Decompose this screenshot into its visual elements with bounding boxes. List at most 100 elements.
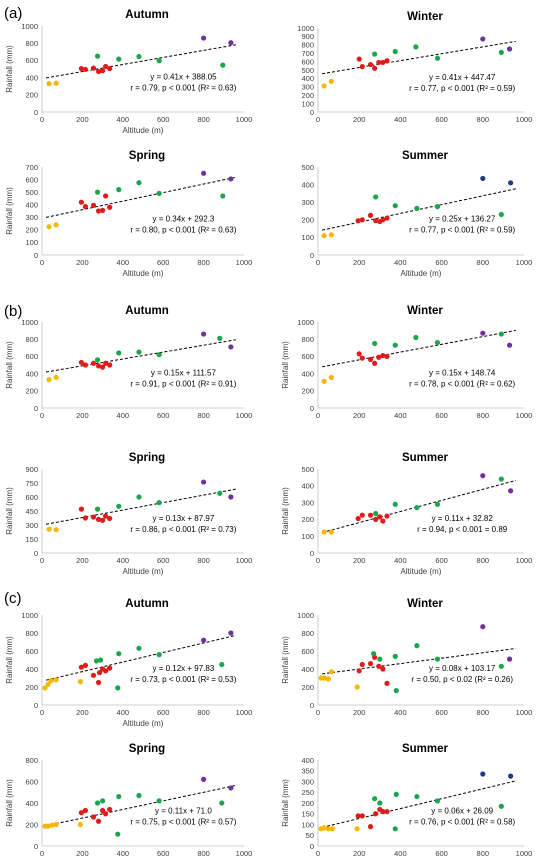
y-tick-label: 400 [301, 665, 314, 674]
x-tick-label: 0 [316, 708, 320, 717]
x-axis-label: Altitude (m) [401, 567, 442, 576]
data-point [94, 506, 101, 512]
data-point [377, 800, 383, 806]
y-tick-label: 700 [301, 49, 314, 58]
x-tick-label: 800 [477, 556, 490, 565]
data-point [136, 494, 142, 500]
data-point [506, 342, 513, 348]
y-tick-label: 300 [25, 521, 38, 530]
y-tick-label: 100 [301, 233, 314, 242]
y-tick-label: 500 [301, 66, 314, 75]
x-tick-label: 600 [157, 115, 170, 124]
data-point [93, 658, 100, 664]
chart-title: Summer [402, 743, 449, 755]
y-tick-label: 0 [310, 842, 314, 851]
data-point [377, 514, 383, 520]
x-tick-label: 800 [197, 849, 210, 858]
x-tick-label: 0 [316, 115, 320, 124]
data-point [376, 59, 382, 66]
x-tick-label: 800 [197, 556, 210, 565]
data-point [201, 170, 207, 176]
data-point [413, 44, 419, 50]
y-tick-label: 200 [301, 387, 314, 396]
data-point [217, 490, 223, 496]
y-tick-label: 300 [301, 83, 314, 92]
x-tick-label: 800 [197, 258, 210, 267]
regression-equation: y = 0.34x + 292.3 [152, 215, 214, 224]
x-tick-label: 400 [394, 115, 407, 124]
data-point [100, 68, 106, 74]
x-tick-label: 200 [353, 115, 366, 124]
data-point [367, 356, 374, 363]
y-tick-label: 250 [301, 788, 314, 797]
data-point [156, 798, 162, 804]
y-tick-label: 200 [301, 683, 314, 692]
scatter-chart-7: Summer 0 100 200 300 400 500 0 200 400 600 800 1000 A… [281, 452, 532, 576]
y-tick-label: 1000 [297, 24, 314, 33]
data-point [103, 811, 109, 817]
x-tick-label: 800 [197, 411, 210, 420]
x-tick-label: 400 [117, 411, 130, 420]
data-point [384, 353, 390, 359]
x-tick-label: 600 [157, 708, 170, 717]
x-tick-label: 200 [76, 708, 89, 717]
data-point [116, 187, 122, 193]
x-tick-label: 600 [435, 708, 448, 717]
data-point [434, 798, 441, 804]
chart-title: Spring [129, 150, 165, 162]
y-axis-label: Rainfall (mm) [5, 187, 14, 235]
data-point [217, 335, 223, 341]
data-point [220, 62, 226, 68]
data-point [380, 59, 386, 66]
data-point [45, 681, 51, 687]
data-point [372, 51, 378, 57]
y-tick-label: 500 [301, 465, 314, 474]
data-point [90, 202, 97, 208]
data-point [480, 473, 486, 479]
scatter-chart-8: Autumn 0 200 400 600 800 1000 0 200 400 600 800 1000… [5, 598, 252, 728]
chart-title: Spring [129, 452, 165, 464]
y-tick-label: 600 [301, 352, 314, 361]
data-point [328, 669, 334, 675]
y-tick-label: 200 [301, 91, 314, 100]
x-tick-label: 400 [117, 556, 130, 565]
y-tick-label: 1000 [297, 611, 314, 620]
data-point [359, 355, 365, 361]
data-point [380, 809, 386, 815]
y-axis-label: Rainfall (mm) [5, 779, 14, 827]
data-point [82, 662, 89, 669]
y-axis-label: Rainfall (mm) [281, 779, 290, 827]
data-point [95, 516, 102, 523]
x-tick-label: 600 [157, 258, 170, 267]
data-point [376, 663, 382, 669]
data-point [201, 637, 207, 643]
y-tick-label: 200 [301, 515, 314, 524]
data-point [480, 624, 486, 630]
data-point [367, 512, 374, 518]
trend-line [45, 339, 237, 373]
scatter-chart-9: Winter 0 200 400 600 800 1000 0 200 400 600 800 1000… [281, 598, 532, 717]
data-point [392, 203, 398, 209]
data-point [49, 822, 55, 828]
data-point [45, 823, 51, 829]
data-point [82, 807, 89, 814]
x-axis-label: Altitude (m) [123, 719, 164, 728]
x-tick-label: 800 [477, 258, 490, 267]
data-point [392, 342, 398, 348]
data-point [90, 360, 97, 366]
chart-title: Spring [129, 743, 165, 755]
x-tick-label: 400 [394, 258, 407, 267]
data-point [434, 55, 441, 61]
regression-equation: y = 0.08x + 103.17 [429, 664, 496, 673]
y-tick-label: 800 [301, 335, 314, 344]
x-tick-label: 0 [316, 411, 320, 420]
data-point [376, 354, 382, 360]
data-point [82, 515, 89, 521]
y-tick-label: 1000 [21, 611, 38, 620]
data-point [480, 771, 486, 777]
x-tick-label: 0 [316, 258, 320, 267]
data-point [201, 776, 207, 782]
y-tick-label: 400 [25, 73, 38, 82]
trend-line [322, 40, 516, 75]
regression-stats: r = 0.50, p < 0.02 (R² = 0.26) [411, 675, 513, 684]
